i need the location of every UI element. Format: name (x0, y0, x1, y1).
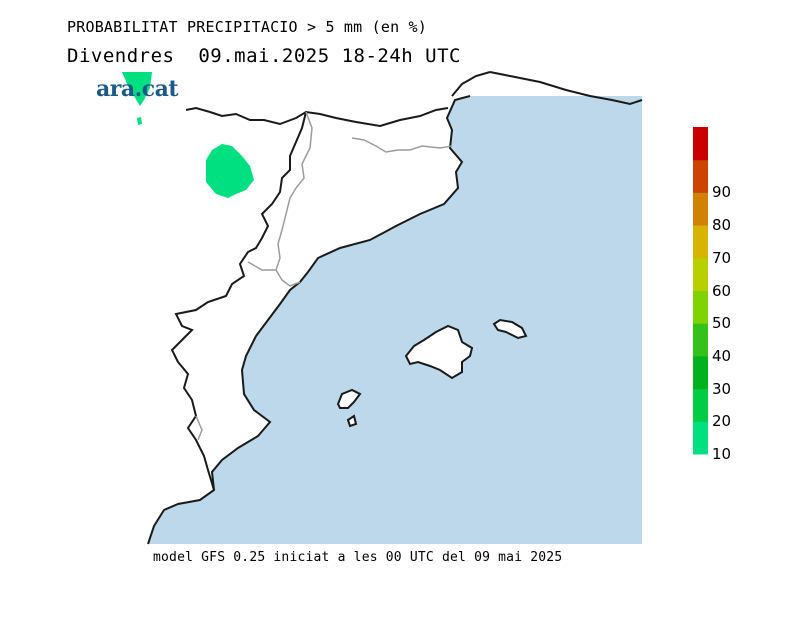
forecast-date: Divendres 09.mai.2025 18-24h UTC (67, 45, 461, 67)
menorca-island (492, 318, 528, 340)
eivissa-island (336, 388, 362, 409)
internal-border-aragon (247, 261, 276, 271)
precip-area-north (122, 72, 152, 106)
french-coast (451, 71, 643, 106)
legend-tick-label: 60 (712, 281, 732, 300)
legend-tick-label: 10 (712, 445, 732, 463)
legend-swatch-2 (693, 355, 708, 390)
legend-tick-label: 80 (712, 216, 732, 235)
mainland-land (148, 96, 470, 544)
legend-swatch-0 (693, 421, 708, 455)
formentera-island (346, 414, 358, 428)
legend-swatch-7 (693, 192, 708, 226)
legend-tick-label: 40 (712, 346, 732, 365)
chart-title: PROBABILITAT PRECIPITACIO > 5 mm (en %) (67, 18, 427, 36)
legend-tick-label: 70 (712, 248, 732, 267)
model-info: model GFS 0.25 iniciat a les 00 UTC del … (153, 550, 563, 565)
western-border (170, 111, 307, 491)
legend-color-bar (693, 127, 708, 455)
legend-tick-label: 20 (712, 412, 732, 431)
mallorca-island (404, 324, 474, 380)
internal-border-catalonia (275, 111, 313, 287)
legend-tick-label: 50 (712, 314, 732, 333)
legend-swatch-9 (693, 127, 708, 161)
ara-cat-logo: ara.cat (96, 76, 179, 102)
legend-swatch-6 (693, 225, 708, 259)
legend-swatch-1 (693, 388, 708, 422)
precip-area-west (206, 144, 254, 198)
legend-tick-label: 30 (712, 379, 732, 398)
internal-border-provinces (351, 137, 453, 153)
legend-swatch-8 (693, 159, 708, 193)
pyrenees-border (185, 106, 449, 128)
legend-swatch-5 (693, 257, 708, 291)
legend-swatch-3 (693, 323, 708, 357)
precip-area-small (137, 117, 142, 125)
legend-swatch-4 (693, 290, 708, 324)
coastline (147, 95, 471, 545)
legend-tick-label: 90 (712, 183, 732, 202)
internal-border-valencia (195, 415, 203, 441)
